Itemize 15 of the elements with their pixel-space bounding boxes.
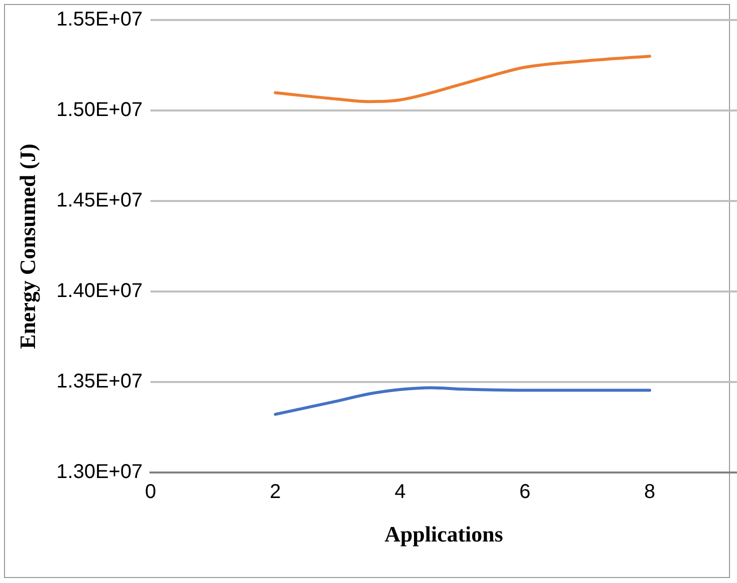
y-tick-label: 1.30E+07 [56,461,143,484]
x-tick-label: 8 [644,481,656,504]
y-axis-title: Energy Consumed (J) [14,144,40,349]
x-axis-title: Applications [384,521,504,546]
y-tick-label: 1.50E+07 [56,99,143,122]
x-tick-label: 4 [394,481,406,504]
line-series [274,54,652,104]
x-tick-label: 2 [270,481,281,504]
x-tick-label: 0 [145,481,156,504]
y-tick-label: 1.45E+07 [56,190,143,212]
y-tick-label: 1.40E+07 [56,280,143,302]
x-tick-label: 6 [519,481,530,504]
y-tick-label: 1.55E+07 [56,8,143,31]
y-tick-label: 1.35E+07 [56,370,143,393]
line-series [274,386,652,416]
